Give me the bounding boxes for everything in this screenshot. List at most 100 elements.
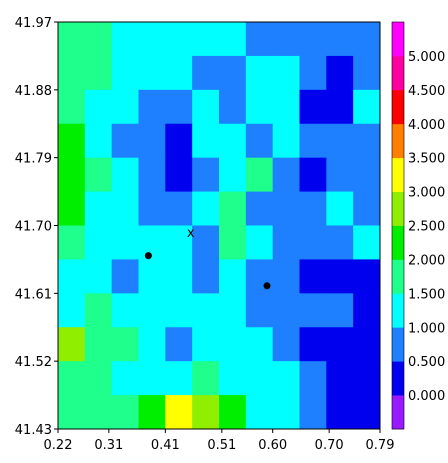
heatmap-cell <box>219 55 247 91</box>
heatmap-cell <box>353 327 380 362</box>
colorbar-swatch <box>392 89 404 125</box>
heatmap-cell <box>138 225 166 261</box>
colorbar-label: 3.000 <box>408 186 445 201</box>
heatmap-cell <box>192 89 220 125</box>
heatmap-cell <box>299 327 327 362</box>
heatmap-cell <box>111 225 140 261</box>
colorbar-label: 1.500 <box>408 287 445 302</box>
heatmap-cell <box>245 157 274 193</box>
heatmap-cell <box>353 22 380 57</box>
heatmap-cell <box>299 225 327 261</box>
heatmap-cell <box>353 293 380 328</box>
heatmap-cell <box>245 225 274 261</box>
heatmap-cell <box>192 123 220 159</box>
colorbar-swatch <box>392 225 404 260</box>
heatmap-cell <box>84 89 113 125</box>
colorbar-label: 4.500 <box>408 84 445 99</box>
heatmap-cell <box>272 123 301 159</box>
heatmap-cell <box>245 89 274 125</box>
y-tick-label: 41.52 <box>15 355 52 370</box>
heatmap-cell <box>299 259 327 294</box>
heatmap-cell <box>192 225 220 261</box>
heatmap-cell <box>326 55 354 91</box>
heatmap-cell <box>299 157 327 193</box>
heatmap-cell <box>111 55 140 91</box>
plot-area <box>58 22 380 429</box>
heatmap-cell <box>192 55 220 91</box>
x-axis: 0.22 0.31 0.41 0.51 0.60 0.70 0.79 <box>44 429 394 453</box>
y-tick-label: 41.88 <box>15 84 52 99</box>
heatmap-cell <box>219 22 247 57</box>
y-tick-label: 41.79 <box>15 152 52 167</box>
heatmap-cell <box>58 395 86 429</box>
heatmap-cell <box>58 225 86 261</box>
heatmap-cell <box>84 191 113 227</box>
annotation-label: x <box>187 226 195 241</box>
heatmap-cell <box>245 293 274 328</box>
heatmap-cell <box>138 22 166 57</box>
heatmap-cell <box>272 293 301 328</box>
heatmap-cell <box>84 157 113 193</box>
heatmap-cell <box>58 361 86 396</box>
heatmap-cell <box>272 395 301 429</box>
y-axis: 41.97 41.88 41.79 41.70 41.61 41.52 41.43 <box>15 16 58 438</box>
heatmap-cell <box>299 293 327 328</box>
heatmap-cell <box>353 361 380 396</box>
heatmap-cell <box>111 157 140 193</box>
heatmap-cell <box>58 191 86 227</box>
colorbar-swatch <box>392 361 404 396</box>
heatmap-cell <box>272 191 301 227</box>
heatmap-cell <box>219 191 247 227</box>
x-tick-label: 0.51 <box>207 438 236 453</box>
heatmap-cell <box>326 395 354 429</box>
heatmap-cell <box>138 293 166 328</box>
heatmap-cell <box>353 123 380 159</box>
heatmap-cell <box>58 259 86 294</box>
heatmap-cell <box>58 293 86 328</box>
heatmap-cell <box>272 89 301 125</box>
colorbar-swatch <box>392 55 404 91</box>
heatmap-cell <box>138 361 166 396</box>
colorbar-label: 5.000 <box>408 50 445 65</box>
colorbar-label: 2.500 <box>408 220 445 235</box>
heatmap-cell <box>165 259 193 294</box>
heatmap-cell <box>219 225 247 261</box>
heatmap-cell <box>272 157 301 193</box>
heatmap-cell <box>84 123 113 159</box>
heatmap-cell <box>245 259 274 294</box>
heatmap-cell <box>192 191 220 227</box>
heatmap-cell <box>326 157 354 193</box>
heatmap-cell <box>272 55 301 91</box>
heatmap-cell <box>299 89 327 125</box>
heatmap-cell <box>84 327 113 362</box>
heatmap-cell <box>353 259 380 294</box>
heatmap-cell <box>165 22 193 57</box>
heatmap-cell <box>299 395 327 429</box>
heatmap-cell <box>58 123 86 159</box>
x-tick-label: 0.31 <box>94 438 123 453</box>
colorbar-swatch <box>392 327 404 362</box>
heatmap-cell <box>353 225 380 261</box>
heatmap-cell <box>138 395 166 429</box>
heatmap-cell <box>219 327 247 362</box>
heatmap-cell <box>326 293 354 328</box>
x-tick-label: 0.60 <box>258 438 287 453</box>
y-tick-label: 41.61 <box>15 287 52 302</box>
heatmap-cell <box>165 157 193 193</box>
x-tick-label: 0.41 <box>151 438 180 453</box>
heatmap-cell <box>58 22 86 57</box>
x-tick-label: 0.70 <box>315 438 344 453</box>
heatmap-cell <box>299 123 327 159</box>
heatmap-cell <box>326 225 354 261</box>
heatmap-cell <box>84 55 113 91</box>
colorbar-label: 3.500 <box>408 152 445 167</box>
heatmap-cell <box>245 55 274 91</box>
heatmap-cell <box>84 395 113 429</box>
heatmap-cell <box>111 293 140 328</box>
heatmap-cell <box>84 259 113 294</box>
heatmap-cell <box>299 361 327 396</box>
heatmap-cell <box>245 361 274 396</box>
heatmap-cell <box>219 157 247 193</box>
heatmap-cell <box>192 293 220 328</box>
